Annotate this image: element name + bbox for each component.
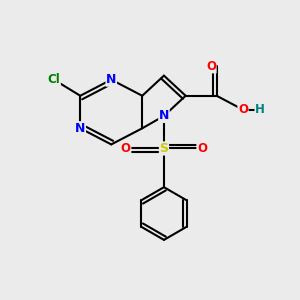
Text: O: O (206, 60, 216, 73)
Text: H: H (255, 103, 265, 116)
Text: N: N (159, 110, 169, 122)
Text: N: N (106, 73, 116, 86)
Text: Cl: Cl (47, 73, 60, 86)
Text: O: O (121, 142, 131, 155)
Text: S: S (159, 142, 168, 155)
Text: N: N (75, 122, 86, 135)
Text: O: O (197, 142, 207, 155)
Text: O: O (238, 103, 248, 116)
